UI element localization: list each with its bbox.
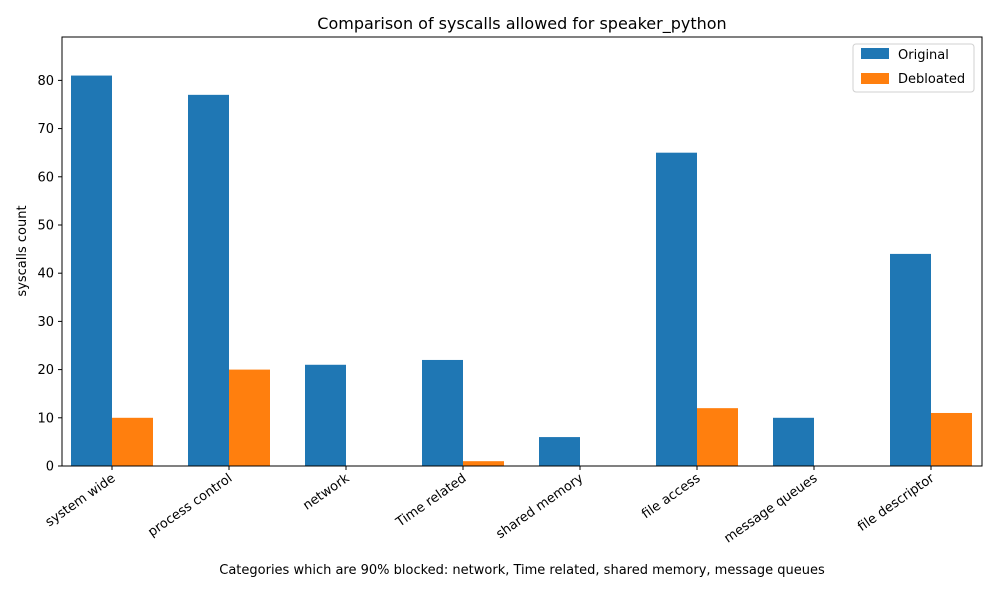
x-tick-label: Time related bbox=[393, 471, 470, 531]
bar-debloated-time-related bbox=[463, 461, 504, 466]
bar-original-process-control bbox=[188, 94, 229, 466]
y-tick-label: 80 bbox=[37, 74, 54, 89]
bar-debloated-file-descriptor bbox=[931, 412, 972, 466]
y-tick-label: 50 bbox=[37, 218, 54, 233]
bar-original-time-related bbox=[422, 359, 463, 466]
bar-original-file-descriptor bbox=[890, 253, 931, 466]
plot-frame bbox=[61, 36, 983, 467]
bar-original-message-queues bbox=[773, 417, 814, 466]
bar-original-shared-memory bbox=[539, 437, 580, 466]
y-tick-label: 70 bbox=[37, 122, 54, 137]
y-axis-title: syscalls count bbox=[15, 205, 30, 296]
x-tick-label: message queues bbox=[722, 471, 821, 547]
x-tick-label: system wide bbox=[43, 471, 118, 530]
y-axis-ticks: 0 10 20 30 40 50 60 70 80 bbox=[37, 74, 62, 475]
y-tick-label: 0 bbox=[46, 460, 54, 475]
x-axis-ticks: system wide process control network Time re… bbox=[43, 466, 938, 546]
chart-title: Comparison of syscalls allowed for speak… bbox=[317, 14, 726, 34]
bar-original-file-access bbox=[656, 152, 697, 466]
y-tick-label: 60 bbox=[37, 170, 54, 185]
x-axis-title: Categories which are 90% blocked: networ… bbox=[219, 563, 825, 578]
legend-label-original: Original bbox=[898, 48, 949, 63]
bar-original-network bbox=[305, 364, 346, 466]
legend-swatch-original bbox=[861, 48, 889, 59]
x-tick-label: process control bbox=[145, 471, 235, 540]
bar-original-system-wide bbox=[71, 75, 112, 466]
x-tick-label: shared memory bbox=[494, 471, 587, 542]
x-tick-label: file access bbox=[639, 471, 703, 522]
x-tick-label: network bbox=[300, 471, 352, 514]
bar-debloated-process-control bbox=[229, 369, 270, 466]
legend-label-debloated: Debloated bbox=[898, 72, 965, 87]
y-tick-label: 30 bbox=[37, 315, 54, 330]
x-tick-label: file descriptor bbox=[855, 471, 938, 535]
bars-group bbox=[71, 75, 972, 466]
y-tick-label: 10 bbox=[37, 411, 54, 426]
bar-debloated-system-wide bbox=[112, 417, 153, 466]
legend-swatch-debloated bbox=[861, 73, 889, 84]
legend: Original Debloated bbox=[852, 43, 975, 93]
y-tick-label: 40 bbox=[37, 267, 54, 282]
bar-debloated-file-access bbox=[697, 408, 738, 466]
y-tick-label: 20 bbox=[37, 363, 54, 378]
